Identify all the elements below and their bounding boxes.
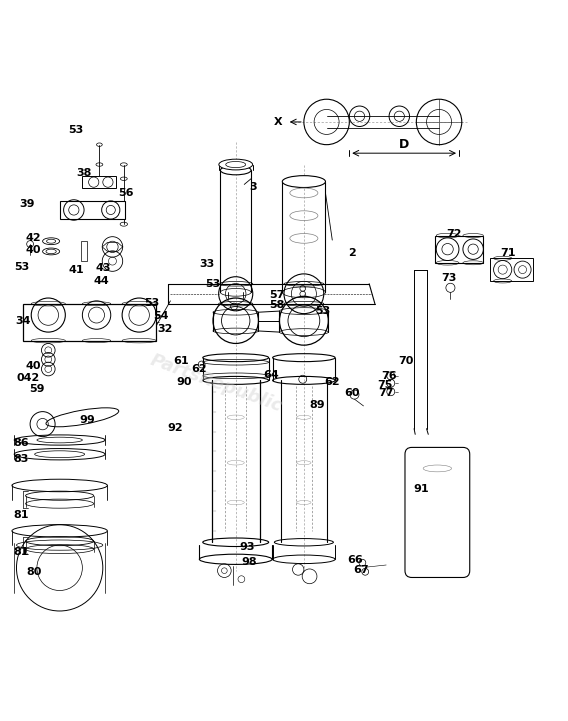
Text: X: X <box>274 117 283 127</box>
Text: 62: 62 <box>324 377 340 387</box>
Text: 44: 44 <box>93 276 109 286</box>
Text: 57: 57 <box>269 290 285 300</box>
Text: 53: 53 <box>14 262 29 273</box>
Text: 81: 81 <box>13 547 29 557</box>
Text: 99: 99 <box>79 415 95 425</box>
Text: 54: 54 <box>153 311 169 321</box>
Text: 40: 40 <box>25 244 41 255</box>
Bar <box>23 304 156 340</box>
Text: 67: 67 <box>353 565 369 575</box>
Text: 70: 70 <box>398 355 414 366</box>
Text: 53: 53 <box>145 298 160 308</box>
Text: 33: 33 <box>200 259 215 269</box>
Text: 73: 73 <box>441 273 457 283</box>
Text: 042: 042 <box>17 373 40 383</box>
Text: 53: 53 <box>206 279 220 289</box>
Text: 81: 81 <box>13 510 29 520</box>
Text: 75: 75 <box>377 380 393 390</box>
Ellipse shape <box>219 159 253 170</box>
Ellipse shape <box>282 176 325 187</box>
Bar <box>60 201 125 218</box>
Text: 32: 32 <box>157 324 173 335</box>
Text: 43: 43 <box>95 263 111 273</box>
Bar <box>82 176 116 188</box>
Text: 42: 42 <box>25 233 41 243</box>
Text: 83: 83 <box>13 454 29 464</box>
Text: 64: 64 <box>264 370 279 380</box>
Text: 80: 80 <box>26 567 42 578</box>
Text: 72: 72 <box>446 229 462 239</box>
Text: 61: 61 <box>173 355 189 366</box>
Text: 76: 76 <box>381 371 397 381</box>
Text: 41: 41 <box>69 265 85 275</box>
Bar <box>490 258 533 281</box>
Text: 60: 60 <box>344 389 360 399</box>
Text: D: D <box>399 138 410 151</box>
Text: 53: 53 <box>68 125 83 136</box>
Text: 66: 66 <box>347 555 363 565</box>
Bar <box>81 242 87 261</box>
Text: 58: 58 <box>269 300 285 310</box>
Text: 2: 2 <box>348 247 356 257</box>
Text: 38: 38 <box>76 168 92 178</box>
Text: 3: 3 <box>249 182 257 193</box>
Text: 34: 34 <box>15 316 31 326</box>
Ellipse shape <box>220 166 251 174</box>
Text: PartsRepublic: PartsRepublic <box>147 351 285 415</box>
Text: 98: 98 <box>241 557 257 567</box>
Text: 53: 53 <box>315 306 330 316</box>
Text: 40: 40 <box>25 361 41 371</box>
Text: 62: 62 <box>191 364 207 374</box>
Text: 86: 86 <box>13 438 29 448</box>
Text: 93: 93 <box>239 541 255 552</box>
Text: 71: 71 <box>500 247 516 257</box>
Text: 59: 59 <box>29 384 45 394</box>
Ellipse shape <box>46 408 119 427</box>
Text: 56: 56 <box>118 188 134 198</box>
Text: 39: 39 <box>19 199 35 209</box>
Bar <box>435 236 483 262</box>
FancyBboxPatch shape <box>405 448 470 578</box>
Text: 90: 90 <box>177 376 193 386</box>
Text: 92: 92 <box>167 423 183 433</box>
Text: 89: 89 <box>309 400 325 410</box>
Text: 91: 91 <box>414 485 429 495</box>
Text: 77: 77 <box>378 389 394 399</box>
